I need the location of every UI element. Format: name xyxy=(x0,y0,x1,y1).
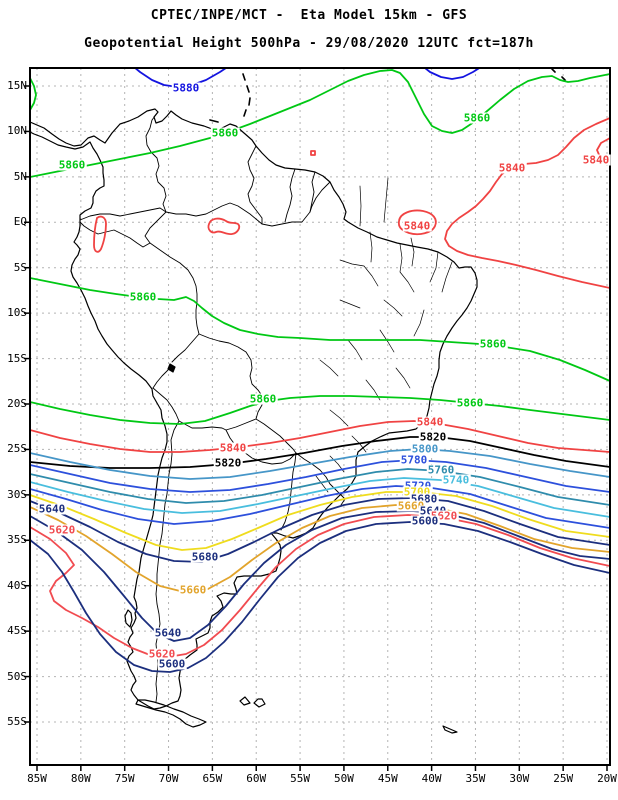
contour-line-5840 xyxy=(207,217,241,236)
contour-line-5880 xyxy=(423,68,482,80)
lon-label-65W: 65W xyxy=(202,772,223,785)
contour-line-5800 xyxy=(30,448,610,480)
lon-label-70W: 70W xyxy=(158,772,179,785)
coastline xyxy=(30,108,478,710)
contour-label-5600: 5600 xyxy=(157,657,187,671)
lake-titicaca xyxy=(167,363,176,373)
contour-label-5820: 5820 xyxy=(418,430,448,444)
tierra-del-fuego-island xyxy=(135,699,207,728)
contour-label-5620: 5620 xyxy=(47,523,77,537)
lat-label-45S: 45S xyxy=(7,624,27,638)
contour-line-5740 xyxy=(30,477,610,518)
lat-label-15N: 15N xyxy=(7,79,27,92)
contour-line-5660 xyxy=(30,504,610,593)
page-title: CPTEC/INPE/MCT - Eta Model 15km - GFS xyxy=(150,8,468,23)
contour-label-5840: 5840 xyxy=(402,219,432,233)
contour-label-5860: 5860 xyxy=(462,111,492,125)
contour-label-5700: 5700 xyxy=(402,485,432,499)
country-borders xyxy=(79,111,346,703)
falkland-islands xyxy=(239,696,266,708)
contour-label-5640: 5640 xyxy=(153,626,183,640)
lon-label-85W: 85W xyxy=(27,772,47,785)
contour-label-5820: 5820 xyxy=(213,456,243,470)
contour-line-5840 xyxy=(310,150,316,156)
contour-layer xyxy=(30,68,610,673)
contour-label-5840: 5840 xyxy=(415,415,445,429)
lat-label-25S: 25S xyxy=(7,442,27,456)
page-subtitle: Geopotential Height 500hPa - 29/08/2020 … xyxy=(84,36,534,51)
contour-label-5860: 5860 xyxy=(210,126,240,140)
lon-label-75W: 75W xyxy=(114,772,135,785)
lon-label-55W: 55W xyxy=(290,772,310,785)
lon-label-80W: 80W xyxy=(70,772,91,785)
contour-line-5860 xyxy=(30,395,610,425)
contour-line-5860 xyxy=(30,77,37,111)
contour-label-5840: 5840 xyxy=(581,153,611,167)
contour-label-5680: 5680 xyxy=(190,550,220,564)
lat-label-10S: 10S xyxy=(7,306,27,320)
contour-line-5840 xyxy=(444,117,610,289)
contour-label-5600: 5600 xyxy=(410,514,440,528)
lat-label-35S: 35S xyxy=(7,533,27,547)
lat-label-EQ: EQ xyxy=(13,215,27,229)
lat-label-5S: 5S xyxy=(13,260,27,274)
lon-label-40W: 40W xyxy=(421,772,442,785)
contour-label-5660: 5660 xyxy=(178,583,208,597)
axis-ticks xyxy=(24,85,608,771)
contour-label-5760: 5760 xyxy=(426,463,456,477)
lat-label-30S: 30S xyxy=(7,487,27,501)
contour-line-5640 xyxy=(30,510,610,642)
antilles-islands xyxy=(209,68,566,123)
contour-line-5820 xyxy=(30,436,610,469)
lon-label-20W: 20W xyxy=(597,772,617,785)
south-america-basemap xyxy=(30,68,566,734)
lon-label-30W: 30W xyxy=(509,772,530,785)
contour-line-5860 xyxy=(30,277,610,382)
contour-label-5860: 5860 xyxy=(248,392,278,406)
contour-line-5780 xyxy=(30,459,610,493)
contour-label-5800: 5800 xyxy=(410,442,440,456)
lat-label-10N: 10N xyxy=(7,124,27,138)
contour-label-5720: 5720 xyxy=(403,480,433,492)
contour-label-5680: 5680 xyxy=(409,492,439,506)
contour-line-5600 xyxy=(30,521,610,673)
lon-label-50W: 50W xyxy=(333,772,354,785)
contour-label-5840: 5840 xyxy=(218,441,248,455)
contour-label-5740: 5740 xyxy=(441,473,471,487)
lat-label-50S: 50S xyxy=(7,669,27,683)
south-georgia-island xyxy=(442,725,458,734)
contour-label-5620: 5620 xyxy=(429,509,459,523)
contour-line-5840 xyxy=(93,215,107,253)
lat-label-40S: 40S xyxy=(7,578,27,592)
chiloe-island xyxy=(124,609,133,628)
contour-line-5760 xyxy=(30,468,610,506)
lon-label-35W: 35W xyxy=(465,772,486,785)
contour-label-5880: 5880 xyxy=(171,81,201,95)
contour-label-5860: 5860 xyxy=(478,337,508,351)
contour-line-5720 xyxy=(30,485,610,529)
contour-label-5860: 5860 xyxy=(455,396,485,410)
lat-label-55S: 55S xyxy=(7,715,27,728)
contour-label-5840: 5840 xyxy=(497,161,527,175)
lon-label-45W: 45W xyxy=(377,772,398,785)
contour-label-5860: 5860 xyxy=(57,158,87,172)
contour-label-5660: 5660 xyxy=(396,499,426,513)
lat-label-5N: 5N xyxy=(13,169,27,183)
lon-label-60W: 60W xyxy=(246,772,267,785)
lat-label-15S: 15S xyxy=(7,351,27,365)
contour-line-5840 xyxy=(30,420,610,453)
contour-label-5640: 5640 xyxy=(37,502,67,516)
contour-label-5860: 5860 xyxy=(128,290,158,304)
contour-line-5680 xyxy=(30,497,610,563)
lat-label-20S: 20S xyxy=(7,397,27,410)
contour-line-5700 xyxy=(30,491,610,551)
contour-label-5780: 5780 xyxy=(399,453,429,467)
contour-label-5620: 5620 xyxy=(147,647,177,661)
lon-label-25W: 25W xyxy=(553,772,574,785)
map-frame xyxy=(29,67,611,766)
